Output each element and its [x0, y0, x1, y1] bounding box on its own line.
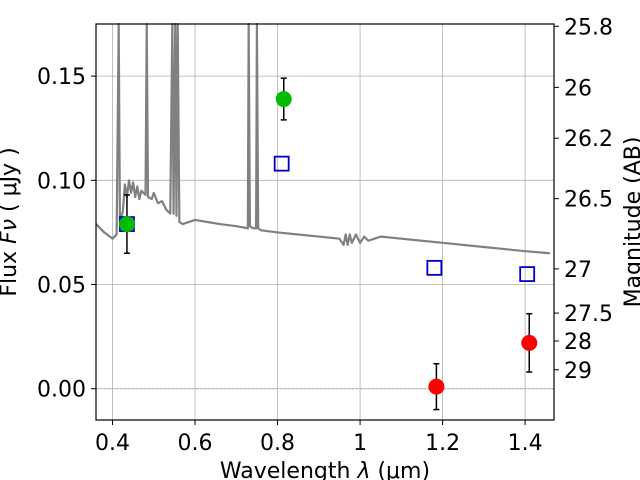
y-tick-label: 0.10 — [37, 169, 86, 194]
y2-axis-label: Magnitude (AB) — [621, 137, 640, 308]
non-detection-point — [521, 334, 538, 351]
y-axis-label: Flux Fν ( μJy ) — [0, 147, 22, 296]
plot-frame — [95, 23, 555, 421]
y2-tick-label: 29 — [564, 359, 592, 384]
x-tick-label: 1.4 — [508, 431, 543, 456]
detection-point — [118, 216, 135, 233]
x-axis-ticks: 0.4 0.6 0.8 1 1.2 1.4 — [95, 420, 543, 456]
x-axis-label: Wavelength λ (μm) — [220, 459, 430, 480]
y2-tick-label: 28 — [564, 330, 592, 355]
y2-tick-label: 27 — [564, 258, 592, 283]
y2-tick-label: 26.2 — [564, 127, 613, 152]
spectrum-line — [95, 22, 550, 255]
y2-tick-label: 26.5 — [564, 188, 613, 213]
y2-tick-label: 26 — [564, 76, 592, 101]
y-tick-label: 0.15 — [37, 65, 86, 90]
plot-area — [95, 22, 550, 411]
y-tick-label: 0.00 — [37, 378, 86, 403]
y-axis-ticks: 0.00 0.05 0.10 0.15 — [37, 65, 96, 403]
x-tick-label: 0.6 — [178, 431, 213, 456]
model-photometry-square — [273, 155, 290, 172]
x-tick-label: 0.8 — [260, 431, 295, 456]
model-photometry-square — [519, 266, 536, 283]
x-tick-label: 1 — [353, 431, 367, 456]
y2-axis-ticks: 25.8 26 26.2 26.5 27 27.5 28 29 — [554, 15, 613, 384]
y2-tick-label: 25.8 — [564, 15, 613, 40]
y-tick-label: 0.05 — [37, 274, 86, 299]
model-photometry-square — [426, 259, 443, 276]
x-tick-label: 0.4 — [95, 431, 130, 456]
non-detection-point — [428, 378, 445, 395]
x-tick-label: 1.2 — [425, 431, 460, 456]
grid-lines — [96, 24, 554, 420]
detection-point — [275, 91, 292, 108]
y2-tick-label: 27.5 — [564, 302, 613, 327]
